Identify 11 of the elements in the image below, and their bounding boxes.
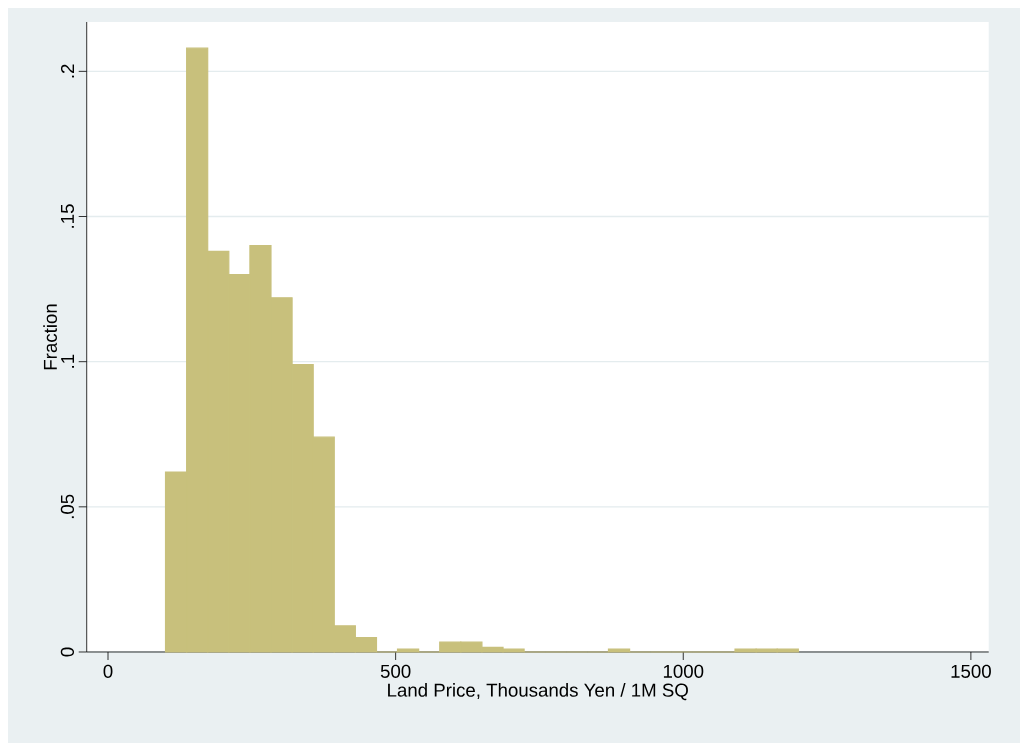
y-tick-label: .1: [61, 354, 75, 368]
y-tick-label: .05: [60, 494, 75, 519]
x-tick-label: 1000: [663, 664, 704, 678]
x-tick-label: 0: [103, 664, 113, 678]
y-axis-title: Fraction: [43, 304, 57, 370]
x-axis-title: Land Price, Thousands Yen / 1M SQ: [388, 683, 688, 701]
x-tick-label: 1500: [951, 664, 991, 678]
y-tick-label: .2: [60, 64, 75, 78]
x-tick-label: 500: [380, 664, 411, 678]
y-tick-label: 0: [60, 647, 75, 657]
y-tick-label: .15: [60, 204, 75, 228]
